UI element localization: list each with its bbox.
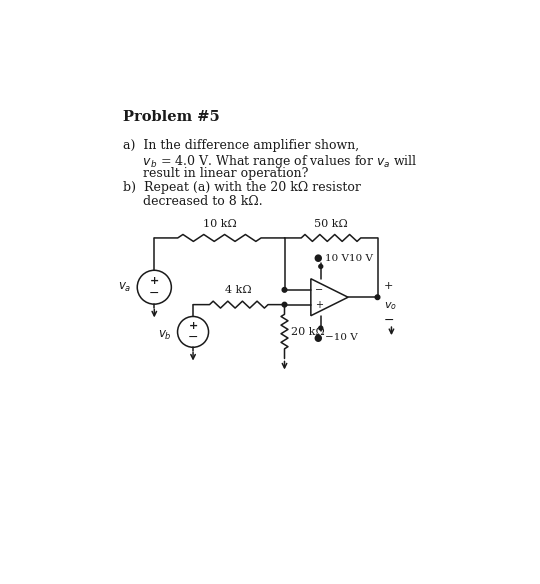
Text: −10 V: −10 V <box>325 333 357 342</box>
Text: decreased to 8 kΩ.: decreased to 8 kΩ. <box>123 195 263 208</box>
Text: +: + <box>315 300 323 310</box>
Text: $v_a$: $v_a$ <box>118 281 131 294</box>
Text: +: + <box>384 281 393 291</box>
Text: ●: ● <box>313 253 322 263</box>
Circle shape <box>282 287 287 292</box>
Text: 10 V10 V: 10 V10 V <box>325 255 373 263</box>
Text: +: + <box>188 321 198 332</box>
Circle shape <box>282 303 287 307</box>
Text: result in linear operation?: result in linear operation? <box>123 167 309 180</box>
Text: −: − <box>315 285 323 295</box>
Text: +: + <box>150 276 159 286</box>
Text: 10 kΩ: 10 kΩ <box>202 218 237 229</box>
Text: $v_b$ = 4.0 V. What range of values for $v_a$ will: $v_b$ = 4.0 V. What range of values for … <box>123 153 418 171</box>
Text: $v_o$: $v_o$ <box>384 301 397 312</box>
Text: 20 kΩ: 20 kΩ <box>291 326 325 336</box>
Text: a)  In the difference amplifier shown,: a) In the difference amplifier shown, <box>123 140 360 152</box>
Text: ●: ● <box>313 333 322 343</box>
Text: b)  Repeat (a) with the 20 kΩ resistor: b) Repeat (a) with the 20 kΩ resistor <box>123 181 361 194</box>
Text: 50 kΩ: 50 kΩ <box>314 218 348 229</box>
Text: 4 kΩ: 4 kΩ <box>226 286 252 296</box>
Text: −: − <box>149 287 159 300</box>
Text: −: − <box>188 331 198 344</box>
Text: Problem #5: Problem #5 <box>123 110 220 124</box>
Text: −: − <box>384 314 394 327</box>
Circle shape <box>375 295 380 300</box>
Circle shape <box>319 265 323 269</box>
Circle shape <box>319 326 323 330</box>
Text: $v_b$: $v_b$ <box>158 328 171 342</box>
